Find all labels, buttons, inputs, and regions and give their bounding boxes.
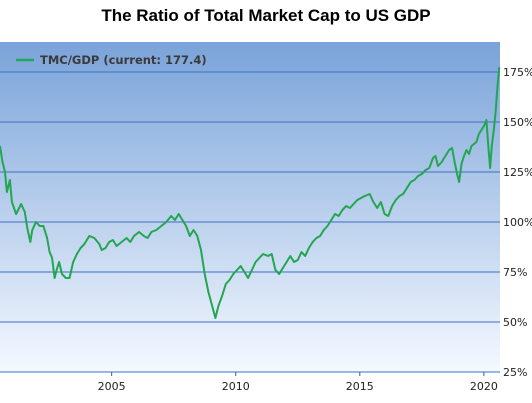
y-tick-label: 50%	[503, 316, 527, 329]
plot-area	[0, 42, 500, 372]
y-axis: 25% 50% 75% 100% 125% 150% 175%	[503, 66, 532, 379]
x-tick-label: 2015	[346, 380, 374, 393]
x-tick-label: 2005	[98, 380, 126, 393]
y-tick-label: 25%	[503, 366, 527, 379]
y-tick-label: 100%	[503, 216, 532, 229]
series-layer	[0, 67, 501, 319]
legend: TMC/GDP (current: 177.4)	[16, 53, 207, 67]
x-tick-label: 2020	[470, 380, 498, 393]
x-tick-label: 2010	[222, 380, 250, 393]
y-tick-label: 75%	[503, 266, 527, 279]
legend-label: TMC/GDP (current: 177.4)	[40, 53, 207, 67]
y-tick-label: 175%	[503, 66, 532, 79]
series-line-tmc-gdp	[0, 67, 501, 319]
gridlines	[0, 71, 500, 373]
x-axis: 2005 2010 2015 2020	[98, 372, 498, 393]
chart-title: The Ratio of Total Market Cap to US GDP	[101, 6, 431, 25]
y-tick-label: 150%	[503, 116, 532, 129]
y-tick-label: 125%	[503, 166, 532, 179]
